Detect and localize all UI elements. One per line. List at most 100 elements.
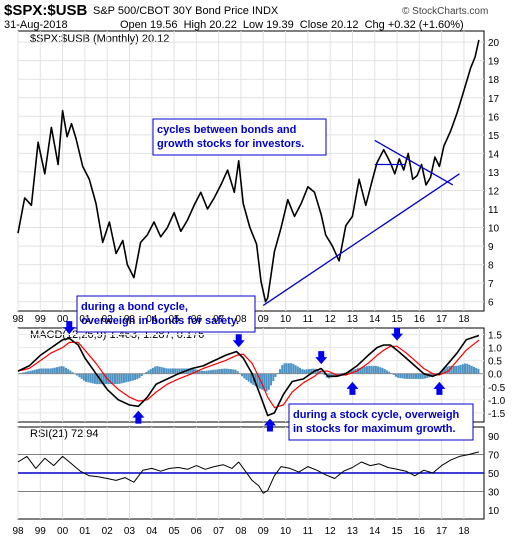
price-panel-frame — [17, 30, 485, 312]
histogram-bar — [102, 373, 105, 385]
macd-y-tick-label: 1.0 — [488, 344, 502, 355]
histogram-bar — [379, 367, 382, 374]
header-symbol: $SPX:$USB — [4, 2, 88, 19]
x-tick-label: 12 — [325, 526, 337, 537]
histogram-bar — [169, 368, 172, 374]
x-tick-label: 01 — [79, 314, 91, 325]
x-tick-label: 15 — [391, 314, 403, 325]
histogram-bar — [256, 373, 259, 388]
histogram-bar — [432, 373, 435, 376]
histogram-bar — [76, 373, 79, 376]
x-tick-label: 17 — [436, 314, 448, 325]
x-tick-label: 98 — [12, 526, 24, 537]
histogram-bar — [78, 373, 81, 378]
histogram-bar — [100, 373, 103, 385]
histogram-bar — [468, 364, 471, 374]
histogram-bar — [82, 373, 85, 381]
x-tick-label: 06 — [191, 526, 203, 537]
price-y-tick-label: 15 — [488, 131, 500, 142]
histogram-bar — [80, 373, 83, 379]
histogram-bar — [310, 368, 313, 374]
histogram-bar — [392, 373, 395, 375]
macd-y-tick-label: 0.5 — [488, 357, 502, 368]
macd-y-tick-label: -1.0 — [488, 396, 506, 407]
price-y-tick-label: 19 — [488, 57, 500, 68]
histogram-bar — [35, 369, 38, 374]
histogram-bar — [62, 366, 65, 374]
histogram-bar — [64, 367, 67, 374]
histogram-bar — [125, 373, 128, 383]
price-y-tick-label: 10 — [488, 224, 500, 235]
histogram-bar — [216, 369, 219, 374]
histogram-bar — [116, 373, 119, 385]
histogram-bar — [22, 372, 25, 374]
histogram-bar — [243, 373, 246, 379]
histogram-bar — [151, 367, 154, 374]
histogram-bar — [472, 366, 475, 374]
price-y-tick-label: 9 — [488, 242, 494, 253]
rsi-y-tick-label: 90 — [488, 432, 500, 443]
annotation-cycles-box — [152, 118, 327, 156]
x-tick-label: 02 — [102, 314, 114, 325]
histogram-bar — [265, 373, 268, 392]
x-tick-label: 16 — [414, 526, 426, 537]
histogram-bar — [51, 368, 54, 374]
header-date: 31-Aug-2018 — [4, 19, 68, 31]
histogram-bar — [167, 368, 170, 374]
x-tick-label: 17 — [436, 526, 448, 537]
histogram-bar — [423, 373, 426, 379]
histogram-bar — [336, 373, 339, 375]
histogram-bar — [381, 368, 384, 374]
trendline — [374, 139, 454, 186]
histogram-bar — [174, 368, 177, 374]
histogram-bar — [294, 365, 297, 374]
histogram-bar — [58, 366, 61, 374]
histogram-bar — [372, 365, 375, 374]
histogram-bar — [131, 373, 134, 381]
histogram-bar — [89, 373, 92, 383]
annotation-stock-cycle-line: during a stock cycle, overweigh — [293, 409, 460, 421]
histogram-bar — [218, 369, 221, 374]
histogram-bar — [299, 367, 302, 374]
x-tick-label: 07 — [213, 526, 225, 537]
x-tick-label: 18 — [458, 314, 470, 325]
x-tick-label: 03 — [124, 526, 136, 537]
x-tick-label: 14 — [369, 314, 381, 325]
x-tick-label: 08 — [235, 526, 247, 537]
histogram-bar — [252, 373, 255, 385]
x-tick-label: 99 — [35, 526, 47, 537]
histogram-bar — [229, 369, 232, 374]
annotation-bond-cycle-line: overweigh in bonds for safety. — [81, 315, 239, 327]
histogram-bar — [245, 373, 248, 381]
histogram-bar — [122, 373, 125, 383]
histogram-bar — [414, 373, 417, 379]
histogram-bar — [111, 373, 114, 385]
histogram-bar — [247, 373, 250, 382]
histogram-bar — [87, 373, 90, 383]
histogram-bar — [290, 363, 293, 374]
x-tick-label: 13 — [347, 314, 359, 325]
histogram-bar — [145, 372, 148, 374]
histogram-bar — [165, 368, 168, 374]
cycle-arrow — [433, 381, 446, 395]
x-tick-label: 11 — [303, 526, 314, 537]
rsi-plot — [17, 451, 484, 494]
histogram-bar — [158, 366, 161, 374]
x-tick-label: 14 — [369, 526, 381, 537]
histogram-bar — [147, 370, 150, 374]
histogram-bar — [301, 369, 304, 374]
histogram-bar — [283, 363, 286, 374]
histogram-bar — [40, 368, 43, 374]
cycle-arrow — [232, 334, 245, 348]
price-y-tick-label: 16 — [488, 112, 500, 123]
histogram-bar — [140, 373, 143, 376]
histogram-bar — [105, 373, 108, 385]
histogram-bar — [160, 367, 163, 374]
histogram-bar — [321, 372, 324, 374]
price-y-tick-label: 12 — [488, 186, 500, 197]
cycle-arrow — [315, 351, 328, 365]
macd-y-tick-label: 0.0 — [488, 370, 502, 381]
histogram-bar — [370, 365, 373, 374]
price-y-tick-label: 17 — [488, 94, 500, 105]
